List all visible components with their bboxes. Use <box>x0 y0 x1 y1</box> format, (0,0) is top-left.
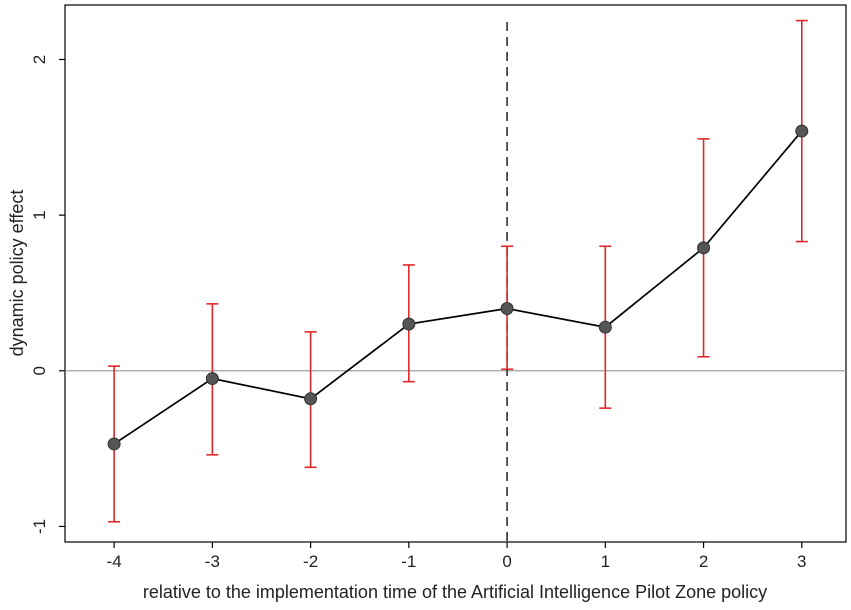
y-axis: -1 0 1 2 <box>30 55 65 534</box>
estimate-point <box>795 124 809 138</box>
x-tick-label: 3 <box>797 552 806 571</box>
x-tick-label: -4 <box>107 552 122 571</box>
estimate-point <box>107 437 121 451</box>
estimate-points <box>107 124 809 451</box>
x-tick-label: 2 <box>699 552 708 571</box>
y-tick-label: 0 <box>30 366 49 375</box>
estimate-point <box>500 302 514 316</box>
y-tick-label: 1 <box>30 210 49 219</box>
y-axis-title: dynamic policy effect <box>7 190 27 357</box>
x-axis: -4 -3 -2 -1 0 1 2 3 <box>107 542 807 571</box>
x-tick-label: -1 <box>401 552 416 571</box>
estimate-line <box>113 130 803 445</box>
x-axis-title: relative to the implementation time of t… <box>143 582 767 602</box>
estimate-line-group <box>113 130 803 445</box>
x-tick-label: -3 <box>205 552 220 571</box>
y-tick-label: 2 <box>30 55 49 64</box>
estimate-point <box>304 392 318 406</box>
estimate-point <box>697 241 711 255</box>
x-tick-label: -2 <box>303 552 318 571</box>
x-tick-label: 0 <box>502 552 511 571</box>
estimate-point <box>402 317 416 331</box>
estimate-point <box>205 372 219 386</box>
x-tick-label: 1 <box>601 552 610 571</box>
estimate-point <box>598 320 612 334</box>
y-tick-label: -1 <box>30 519 49 534</box>
plot-area <box>64 4 847 543</box>
